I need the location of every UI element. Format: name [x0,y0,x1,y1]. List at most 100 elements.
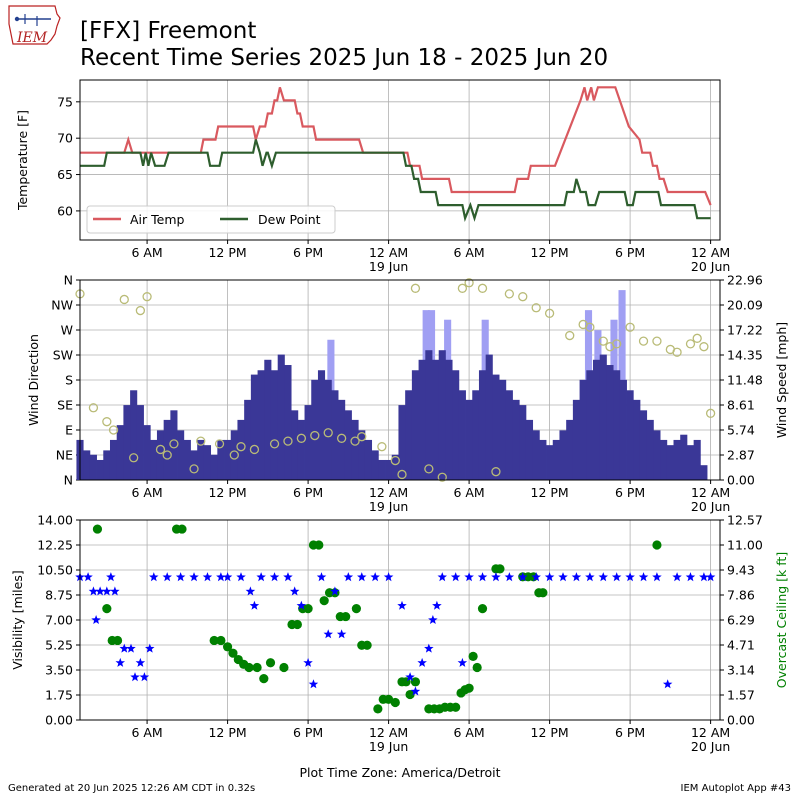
wind-speed-bar [311,379,319,480]
visibility-point [88,586,99,596]
visibility-point [115,657,125,667]
x-tick-label: 12 PM [208,245,246,260]
wind-speed-bar [89,454,97,480]
x-tick-label: 6 PM [293,725,323,740]
ceiling-tick-label: 7.86 [727,588,755,603]
ceiling-point [265,658,276,668]
visibility-point [189,572,199,582]
wind-speed-bar [351,419,359,480]
wind-speed-bar [485,354,493,480]
x-tick-label: 6 PM [615,245,645,260]
ceiling-axis-label: Overcast Ceiling [k ft] [774,552,789,688]
x-tick-sublabel: 19 Jun [369,739,408,754]
wind-speed-bar [224,439,232,480]
wind-speed-bar [525,419,534,480]
visibility-point [175,572,186,582]
visibility-point [357,572,367,582]
wind-dir-point [102,417,112,427]
visibility-point [518,572,528,582]
wind-speed-bar [700,465,708,480]
ceiling-point [177,524,187,534]
wind-speed-bar [559,430,567,480]
visibility-point [685,572,696,582]
visibility-tick-label: 0.00 [45,713,73,728]
wind-speed-bar [452,370,460,480]
visibility-point [638,572,649,582]
wind-speed-tick-label: 5.74 [727,423,755,438]
wind-speed-bar [364,439,373,480]
visibility-point [672,572,682,582]
ceiling-point [341,611,351,622]
wind-dir-point [310,430,320,441]
wind-dir-point [249,444,260,455]
wind-dir-tick-label: SE [57,398,73,413]
temperature-panel [79,79,721,241]
wind-speed-bar [686,445,695,480]
wind-speed-bar [519,405,527,480]
wind-dir-point [437,472,447,482]
visibility-point [289,586,300,596]
ceiling-point [451,702,461,712]
wind-speed-axis-label: Wind Speed [mph] [774,322,789,438]
visibility-point [343,572,354,582]
visibility-point [119,643,129,653]
wind-speed-bar [539,439,547,480]
ceiling-point [92,524,103,534]
chart-title-range: Recent Time Series 2025 Jun 18 - 2025 Ju… [80,45,609,71]
visibility-tick-label: 14.00 [37,513,73,528]
wind-speed-tick-label: 8.61 [727,398,755,413]
visibility-point [652,572,662,582]
wind-speed-bar [405,390,413,480]
temp-y-tick-label: 60 [57,203,73,218]
visibility-point [437,572,447,582]
wind-dir-point [162,450,172,460]
wind-speed-bar [391,454,399,480]
x-tick-label: 6 AM [453,245,484,260]
wind-speed-tick-label: 2.87 [727,448,755,463]
wind-speed-bar [304,405,312,480]
wind-speed-bar [83,450,91,480]
wind-speed-bar [103,450,111,480]
wind-dir-point [565,330,575,341]
visibility-point [611,572,622,582]
wind-dir-point [457,283,468,293]
dew-point-line [80,139,711,222]
wind-speed-bar [344,410,352,480]
wind-speed-tick-label: 11.48 [727,373,763,388]
wind-speed-bar [183,439,191,480]
visibility-point [323,629,333,639]
visibility-point [245,586,256,596]
ceiling-tick-label: 4.71 [727,638,755,653]
wind-dir-point [283,436,293,446]
x-tick-sublabel: 20 Jun [691,259,730,274]
wind-dir-point [196,436,206,446]
wind-dir-tick-label: S [65,373,73,388]
wind-dir-point [229,450,239,460]
temp-y-axis-label: Temperature [F] [15,110,30,211]
wind-dir-point [544,308,555,318]
wind-speed-bar [317,370,326,480]
wind-speed-bar [606,365,614,480]
wind-speed-bar [693,439,701,480]
visibility-tick-label: 8.75 [45,588,73,603]
wind-dir-point [119,294,129,305]
visibility-point [571,572,582,582]
visibility-point [383,572,394,582]
visibility-point [316,572,327,582]
visibility-point [662,679,673,689]
wind-dir-point [169,439,179,449]
wind-dir-point [390,455,400,466]
x-tick-label: 6 PM [615,725,645,740]
visibility-tick-label: 3.50 [45,663,73,678]
wind-speed-bar [653,430,661,480]
visibility-point [202,572,213,582]
wind-speed-bar [237,419,245,480]
footer-generated: Generated at 20 Jun 2025 12:26 AM CDT in… [8,783,256,794]
wind-speed-bar [633,399,641,480]
x-tick-label: 12 AM [369,485,408,500]
visibility-tick-label: 5.25 [45,638,73,653]
visibility-point [135,657,146,667]
wind-speed-tick-label: 0.00 [727,473,755,488]
x-tick-label: 12 PM [208,485,246,500]
